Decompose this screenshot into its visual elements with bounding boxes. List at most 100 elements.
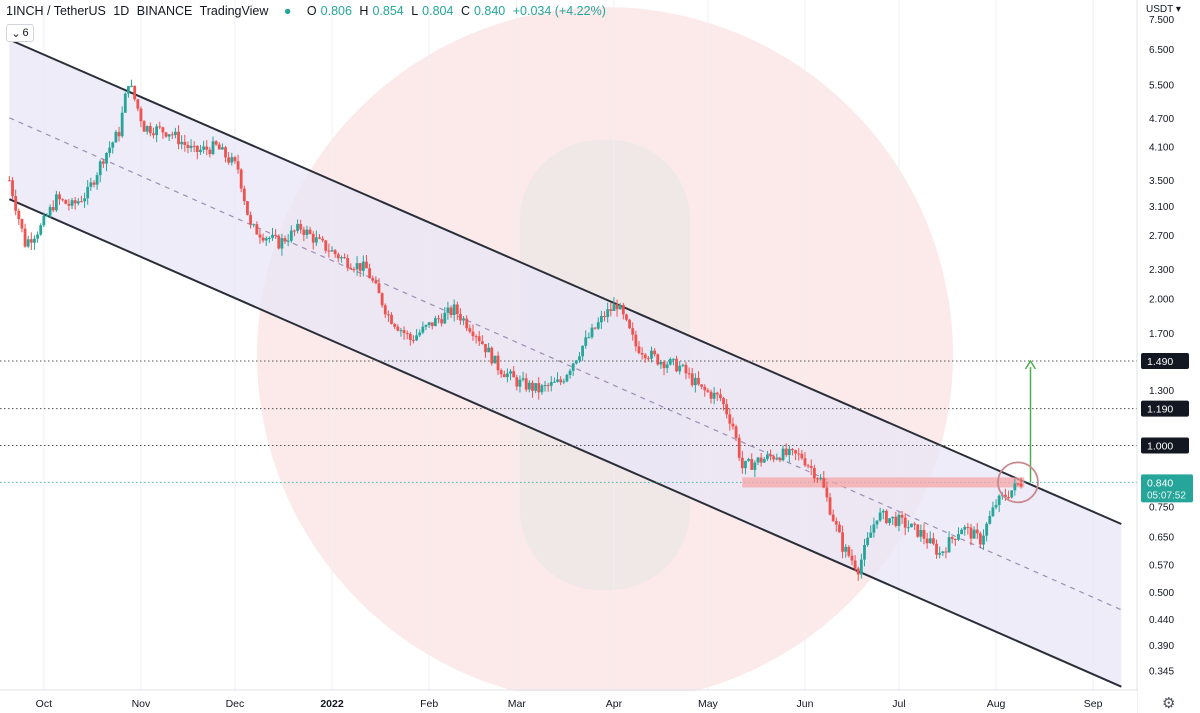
candle-body [142, 121, 146, 132]
candle-body [299, 223, 303, 230]
candle-body [393, 323, 397, 327]
resistance-zone [742, 477, 1025, 488]
candle-body [844, 546, 848, 552]
candle-body [972, 529, 976, 539]
candle-body [76, 201, 80, 204]
candle-body [809, 466, 813, 468]
candle-body [709, 391, 713, 399]
candle-body [214, 141, 218, 145]
candle-body [333, 250, 337, 255]
candle-body [543, 385, 547, 387]
candle-body [455, 304, 459, 315]
candle-body [919, 530, 923, 537]
candle-body [336, 254, 340, 259]
candle-body [86, 186, 90, 199]
candle-body [170, 134, 174, 136]
candle-body [856, 568, 860, 575]
currency-selector[interactable]: USDT ▾ [1146, 4, 1181, 15]
candle-body [449, 307, 453, 315]
candle-body [371, 278, 375, 281]
channel-upper-line [8, 38, 1122, 525]
candle-body [565, 374, 569, 382]
candle-body [850, 555, 854, 561]
candle-body [637, 346, 641, 354]
candle-body [684, 364, 688, 374]
candle-body [681, 364, 685, 366]
candle-body [512, 371, 516, 378]
candle-body [847, 546, 851, 556]
candle-body [568, 370, 572, 375]
candle-body [775, 458, 779, 460]
level-tag [1141, 437, 1189, 454]
candle-body [308, 229, 312, 234]
candle-body [866, 537, 870, 546]
y-tick-label: 0.345 [1149, 667, 1174, 678]
gear-icon[interactable]: ⚙ [1162, 695, 1176, 712]
candle-body [612, 304, 616, 311]
candle-body [559, 379, 563, 383]
candle-body [120, 112, 124, 137]
candle-body [368, 268, 372, 279]
candle-body [36, 234, 39, 239]
candle-body [562, 381, 566, 383]
x-tick-label: Nov [132, 698, 151, 710]
y-tick-label: 7.500 [1149, 15, 1174, 26]
candle-body [39, 225, 43, 235]
candle-body [715, 392, 719, 395]
candle-body [199, 149, 202, 152]
candle-body [227, 157, 231, 163]
candle-body [932, 538, 935, 544]
candle-body [634, 334, 638, 347]
candle-body [784, 448, 788, 456]
candle-body [45, 215, 49, 217]
candle-body [762, 459, 766, 463]
candle-body [584, 337, 588, 346]
last-price-tag [1141, 474, 1193, 503]
candle-body [236, 161, 240, 170]
candle-body [130, 85, 133, 87]
candle-body [484, 344, 487, 353]
indicator-count: 6 [22, 27, 29, 39]
x-tick-label: Apr [606, 698, 623, 710]
candle-body [910, 523, 913, 528]
candle-body [433, 318, 437, 327]
candle-body [390, 314, 393, 324]
candle-body [537, 383, 541, 393]
candle-body [1007, 497, 1010, 499]
candle-body [668, 359, 672, 365]
candle-body [424, 325, 428, 327]
candle-body [769, 454, 772, 457]
candle-body [358, 263, 362, 271]
level-tag-label: 1.000 [1147, 440, 1173, 452]
interval-label[interactable]: 1D [113, 4, 130, 18]
candle-body [1016, 483, 1020, 485]
candle-body [863, 545, 866, 560]
candle-body [239, 169, 243, 189]
candle-body [340, 257, 343, 259]
candle-body [869, 532, 873, 538]
candle-body [913, 523, 917, 525]
symbol-title[interactable]: 1INCH / TetherUS [6, 4, 106, 18]
candle-body [274, 234, 278, 236]
candle-body [502, 374, 506, 378]
candle-body [117, 131, 121, 137]
candle-body [346, 258, 350, 268]
candle-body [540, 385, 544, 393]
candle-body [631, 328, 635, 335]
candle-body [487, 347, 491, 353]
candle-body [418, 332, 422, 336]
candle-body [518, 379, 522, 387]
y-tick-label: 2.000 [1149, 295, 1174, 306]
candle-body [180, 141, 184, 145]
collapse-indicators-button[interactable]: ⌄ 6 [6, 24, 34, 42]
candle-body [787, 448, 791, 456]
candle-body [916, 524, 920, 537]
candle-body [64, 199, 68, 204]
y-tick-label: 0.500 [1149, 588, 1174, 599]
candle-body [465, 318, 469, 329]
candle-body [111, 142, 115, 148]
candle-body [264, 238, 268, 241]
candle-body [399, 330, 403, 332]
